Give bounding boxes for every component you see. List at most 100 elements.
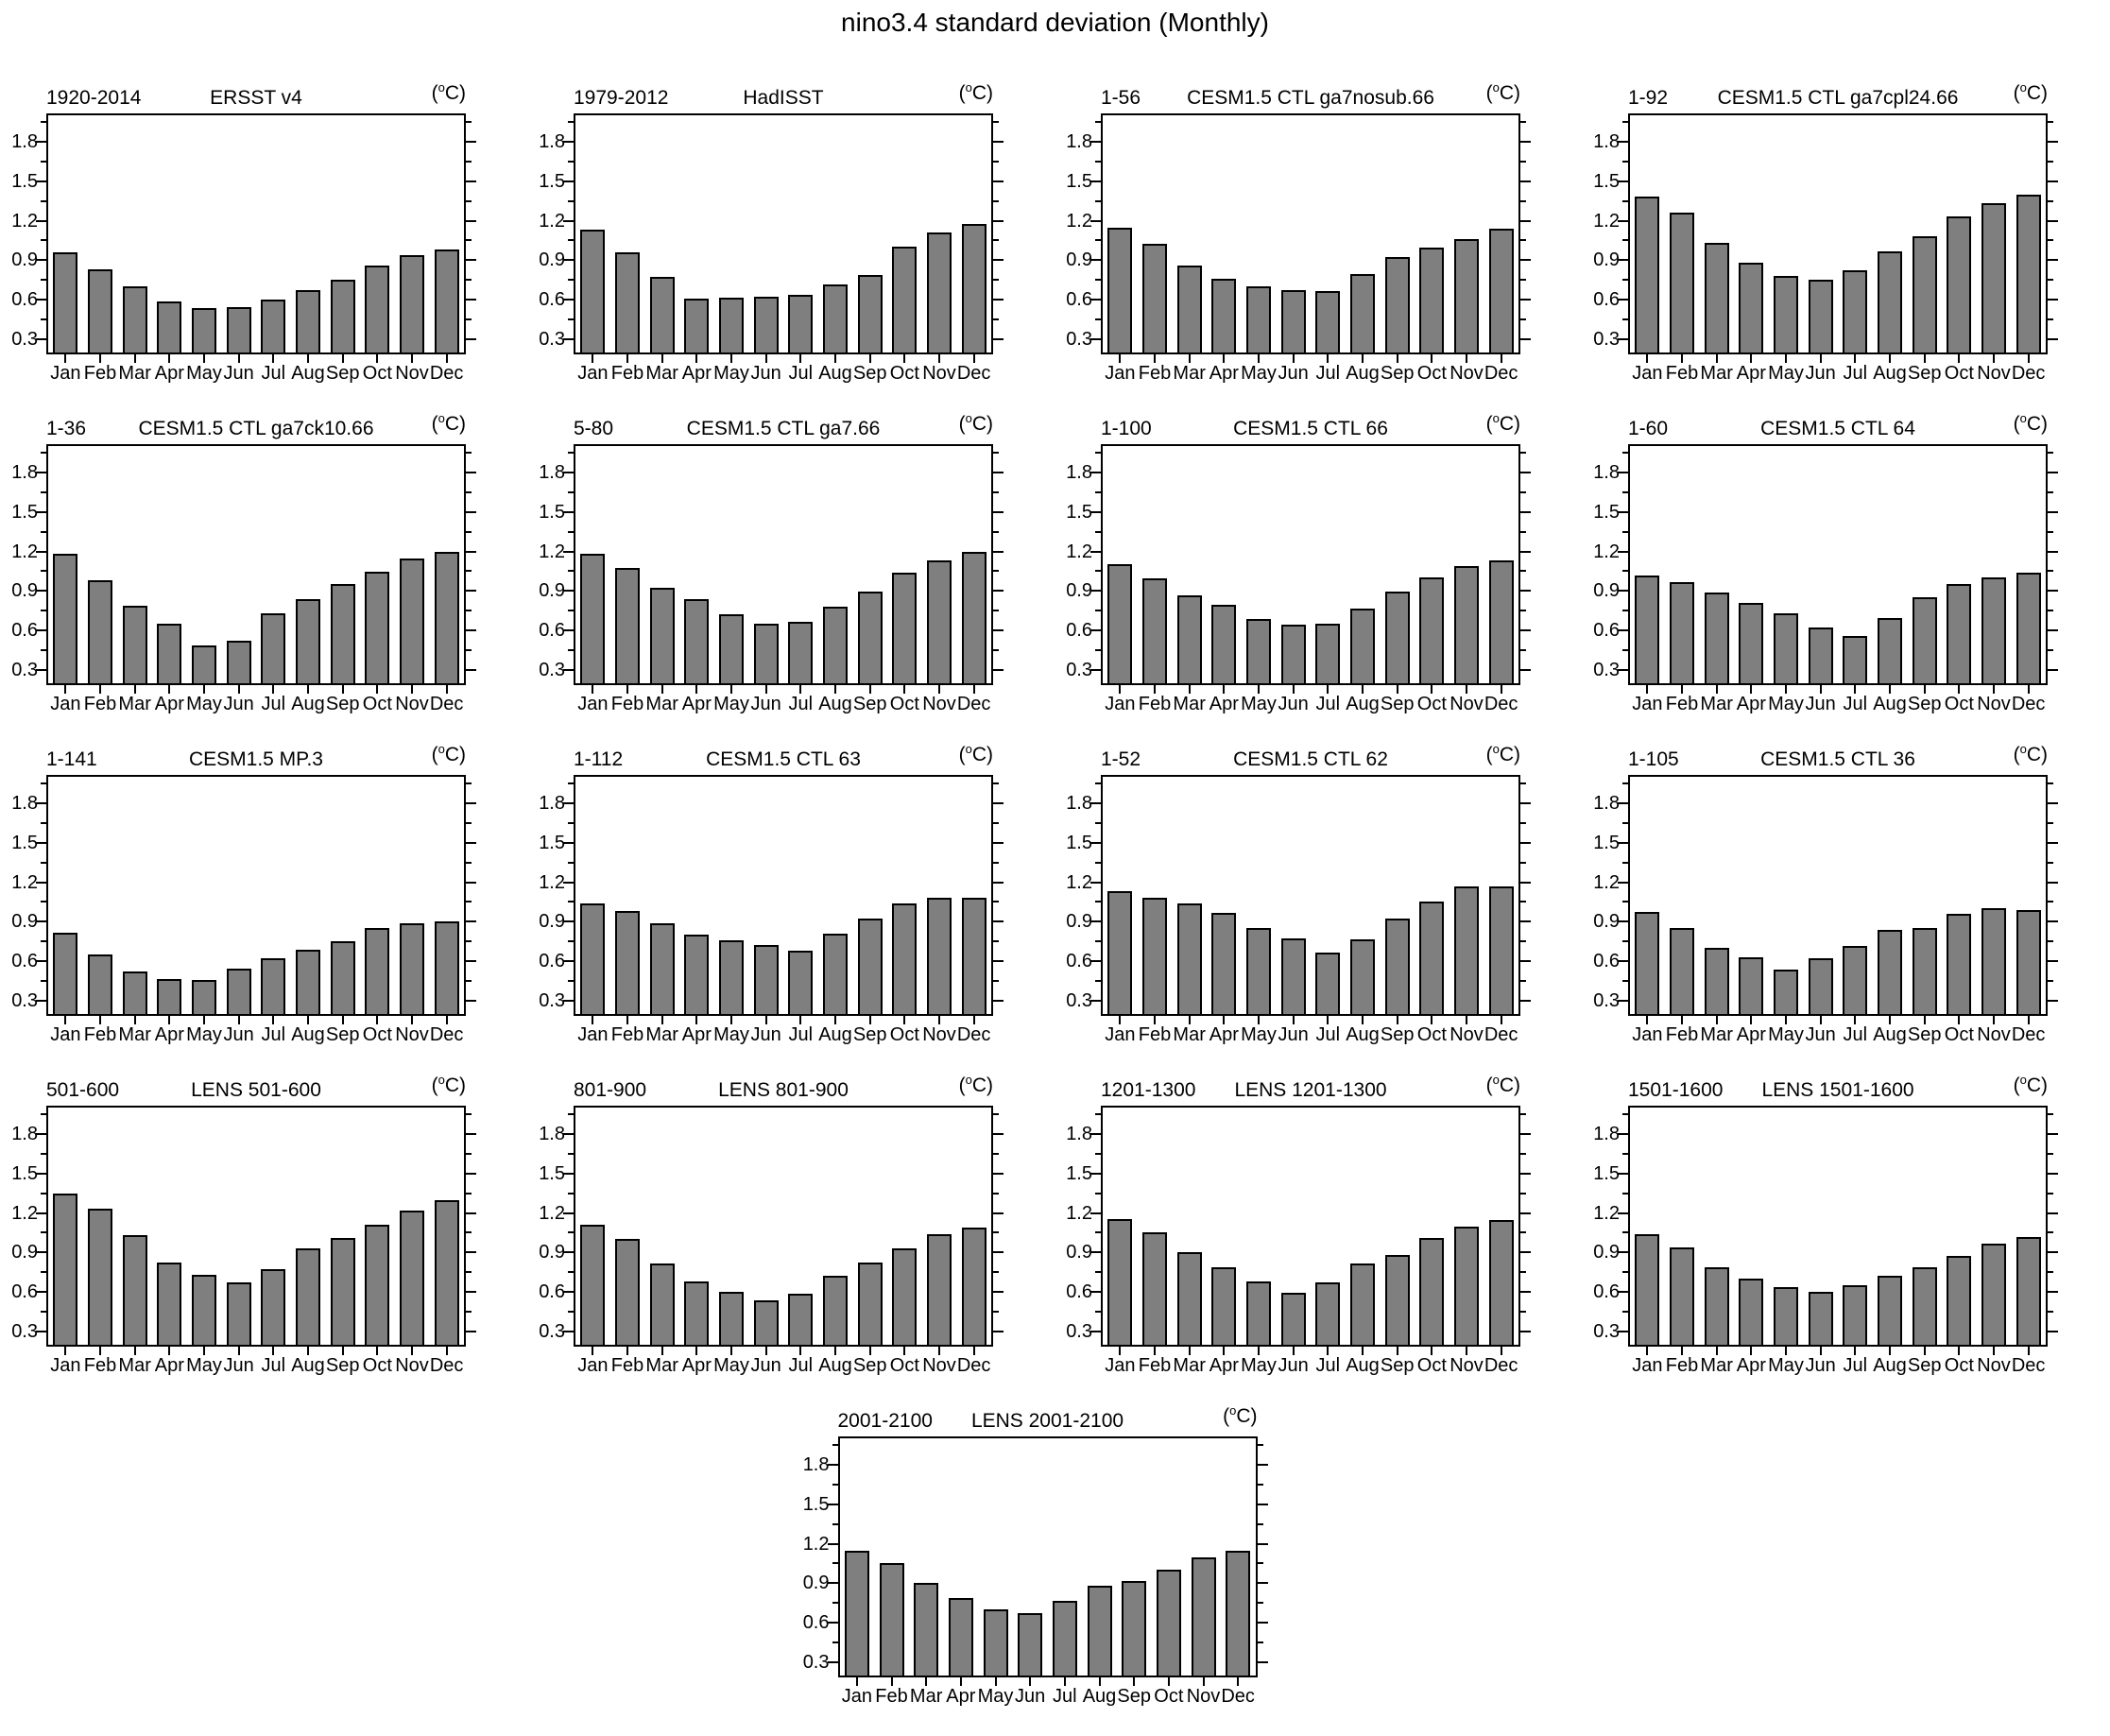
- x-tick-label: Sep: [325, 1355, 360, 1376]
- x-tick-label: Sep: [325, 694, 360, 714]
- x-tick: [660, 354, 663, 363]
- x-tick: [1327, 685, 1329, 694]
- bar-Feb: [1670, 581, 1694, 683]
- y-tick-label: 1.2: [1593, 1202, 1620, 1224]
- x-tick-label: Mar: [118, 694, 151, 714]
- y-tick-label: 0.6: [1066, 620, 1092, 642]
- x-tick-label: Jan: [1632, 1024, 1663, 1045]
- x-tick-label: Dec: [956, 1355, 991, 1376]
- x-tick-label: Apr: [154, 694, 184, 714]
- y-minor-tick: [41, 239, 46, 242]
- bar-Jan: [1107, 891, 1133, 1014]
- y-tick-label: 1.5: [11, 832, 38, 853]
- x-tick: [834, 354, 836, 363]
- bar-May: [1246, 285, 1271, 352]
- x-tick-label: Oct: [1416, 1024, 1447, 1045]
- y-major-tick: [466, 920, 476, 923]
- x-axis-labels: Jan Feb Mar Apr May Jun Jul Aug Sep Oct Nov Dec: [48, 364, 464, 388]
- panel-unit-label: (oC): [431, 742, 466, 765]
- y-major-tick: [36, 299, 46, 301]
- y-axis-labels: 0.3 0.6 0.9 1.2 1.5 1.8: [527, 777, 565, 1014]
- y-major-tick: [1618, 1331, 1628, 1333]
- x-tick-label: Jun: [1278, 1024, 1309, 1045]
- bar-Mar: [1704, 242, 1729, 352]
- y-major-tick: [1090, 259, 1101, 262]
- y-minor-tick: [993, 1231, 999, 1234]
- x-tick-label: Oct: [362, 363, 392, 384]
- x-tick: [64, 1016, 67, 1024]
- y-tick-label: 1.2: [539, 871, 565, 893]
- x-tick-label: Jan: [50, 1355, 81, 1376]
- x-tick-label: Dec: [429, 1355, 464, 1376]
- y-minor-tick: [41, 980, 46, 983]
- x-tick: [1923, 354, 1926, 363]
- x-tick-label: Apr: [946, 1686, 976, 1707]
- x-tick-label: Sep: [852, 1024, 887, 1045]
- x-tick-label: Feb: [1665, 1355, 1699, 1376]
- bar-Apr: [1211, 912, 1237, 1014]
- y-minor-tick: [41, 570, 46, 573]
- bar-Feb: [88, 269, 112, 352]
- bar-Jun: [226, 640, 251, 683]
- y-minor-tick: [1520, 120, 1526, 123]
- bar-Oct: [1419, 248, 1445, 352]
- panel-unit-label: (oC): [1485, 742, 1520, 765]
- x-tick-label: Apr: [1209, 363, 1239, 384]
- x-tick-label: Apr: [1736, 1024, 1766, 1045]
- y-minor-tick: [1095, 940, 1101, 943]
- y-tick-label: 1.8: [11, 792, 38, 814]
- y-minor-tick: [993, 120, 999, 123]
- bar-Oct: [365, 265, 390, 352]
- x-tick-label: Jul: [1843, 1355, 1868, 1376]
- y-minor-tick: [466, 980, 472, 983]
- y-minor-tick: [466, 1271, 472, 1274]
- x-tick: [834, 1016, 836, 1024]
- plot-box: [1618, 1106, 2058, 1355]
- y-minor-tick: [1095, 610, 1101, 612]
- y-major-tick: [1520, 1251, 1531, 1254]
- panel-title: LENS 2001-2100: [970, 1410, 1124, 1432]
- panel-1-56: 1-56 CESM1.5 CTL ga7nosub.66 (oC) 0.3 0.6…: [1055, 77, 1582, 408]
- x-tick-label: Jun: [223, 694, 254, 714]
- bar-Feb: [615, 252, 640, 352]
- y-minor-tick: [41, 199, 46, 202]
- x-tick-label: Aug: [1346, 363, 1380, 384]
- x-tick: [1854, 1016, 1857, 1024]
- x-tick-label: Dec: [1484, 1024, 1518, 1045]
- x-tick: [237, 1347, 240, 1355]
- bar-Nov: [1454, 885, 1479, 1014]
- y-tick-label: 0.3: [539, 660, 565, 681]
- bar-Jan: [580, 553, 606, 683]
- y-tick-label: 1.5: [1066, 170, 1092, 192]
- y-major-tick: [563, 841, 574, 844]
- plot-box: [563, 775, 1004, 1024]
- y-axis-labels: 0.3 0.6 0.9 1.2 1.5 1.8: [1582, 777, 1620, 1014]
- y-tick-label: 0.9: [1066, 249, 1092, 271]
- x-tick-label: Mar: [645, 363, 678, 384]
- panel-unit-label: (oC): [431, 1073, 466, 1096]
- x-tick-label: Jul: [1053, 1686, 1077, 1707]
- x-tick: [1889, 354, 1891, 363]
- y-major-tick: [1090, 920, 1101, 923]
- y-major-tick: [1090, 1000, 1101, 1003]
- panel-2001-2100: 2001-2100 LENS 2001-2100 (oC) 0.3 0.6 0.9 1…: [792, 1401, 1319, 1731]
- x-tick-label: Mar: [1700, 363, 1733, 384]
- y-minor-tick: [1257, 1562, 1263, 1565]
- panel-unit-label: (oC): [431, 80, 466, 104]
- y-minor-tick: [1622, 940, 1628, 943]
- panel-unit-label: (oC): [1485, 411, 1520, 435]
- x-tick: [903, 354, 906, 363]
- panel-unit-label: (oC): [958, 80, 993, 104]
- y-minor-tick: [2048, 821, 2053, 824]
- y-minor-tick: [1095, 1112, 1101, 1115]
- bar-Oct: [365, 572, 390, 683]
- x-tick-label: Aug: [818, 1355, 852, 1376]
- bar-Mar: [122, 971, 147, 1014]
- y-tick-label: 0.9: [539, 580, 565, 602]
- x-tick-label: Mar: [1700, 1355, 1733, 1376]
- plot-area: [1618, 115, 2058, 363]
- x-tick: [1993, 685, 1995, 694]
- y-tick-label: 1.8: [1593, 461, 1620, 483]
- y-major-tick: [2048, 550, 2058, 553]
- x-tick: [307, 1347, 309, 1355]
